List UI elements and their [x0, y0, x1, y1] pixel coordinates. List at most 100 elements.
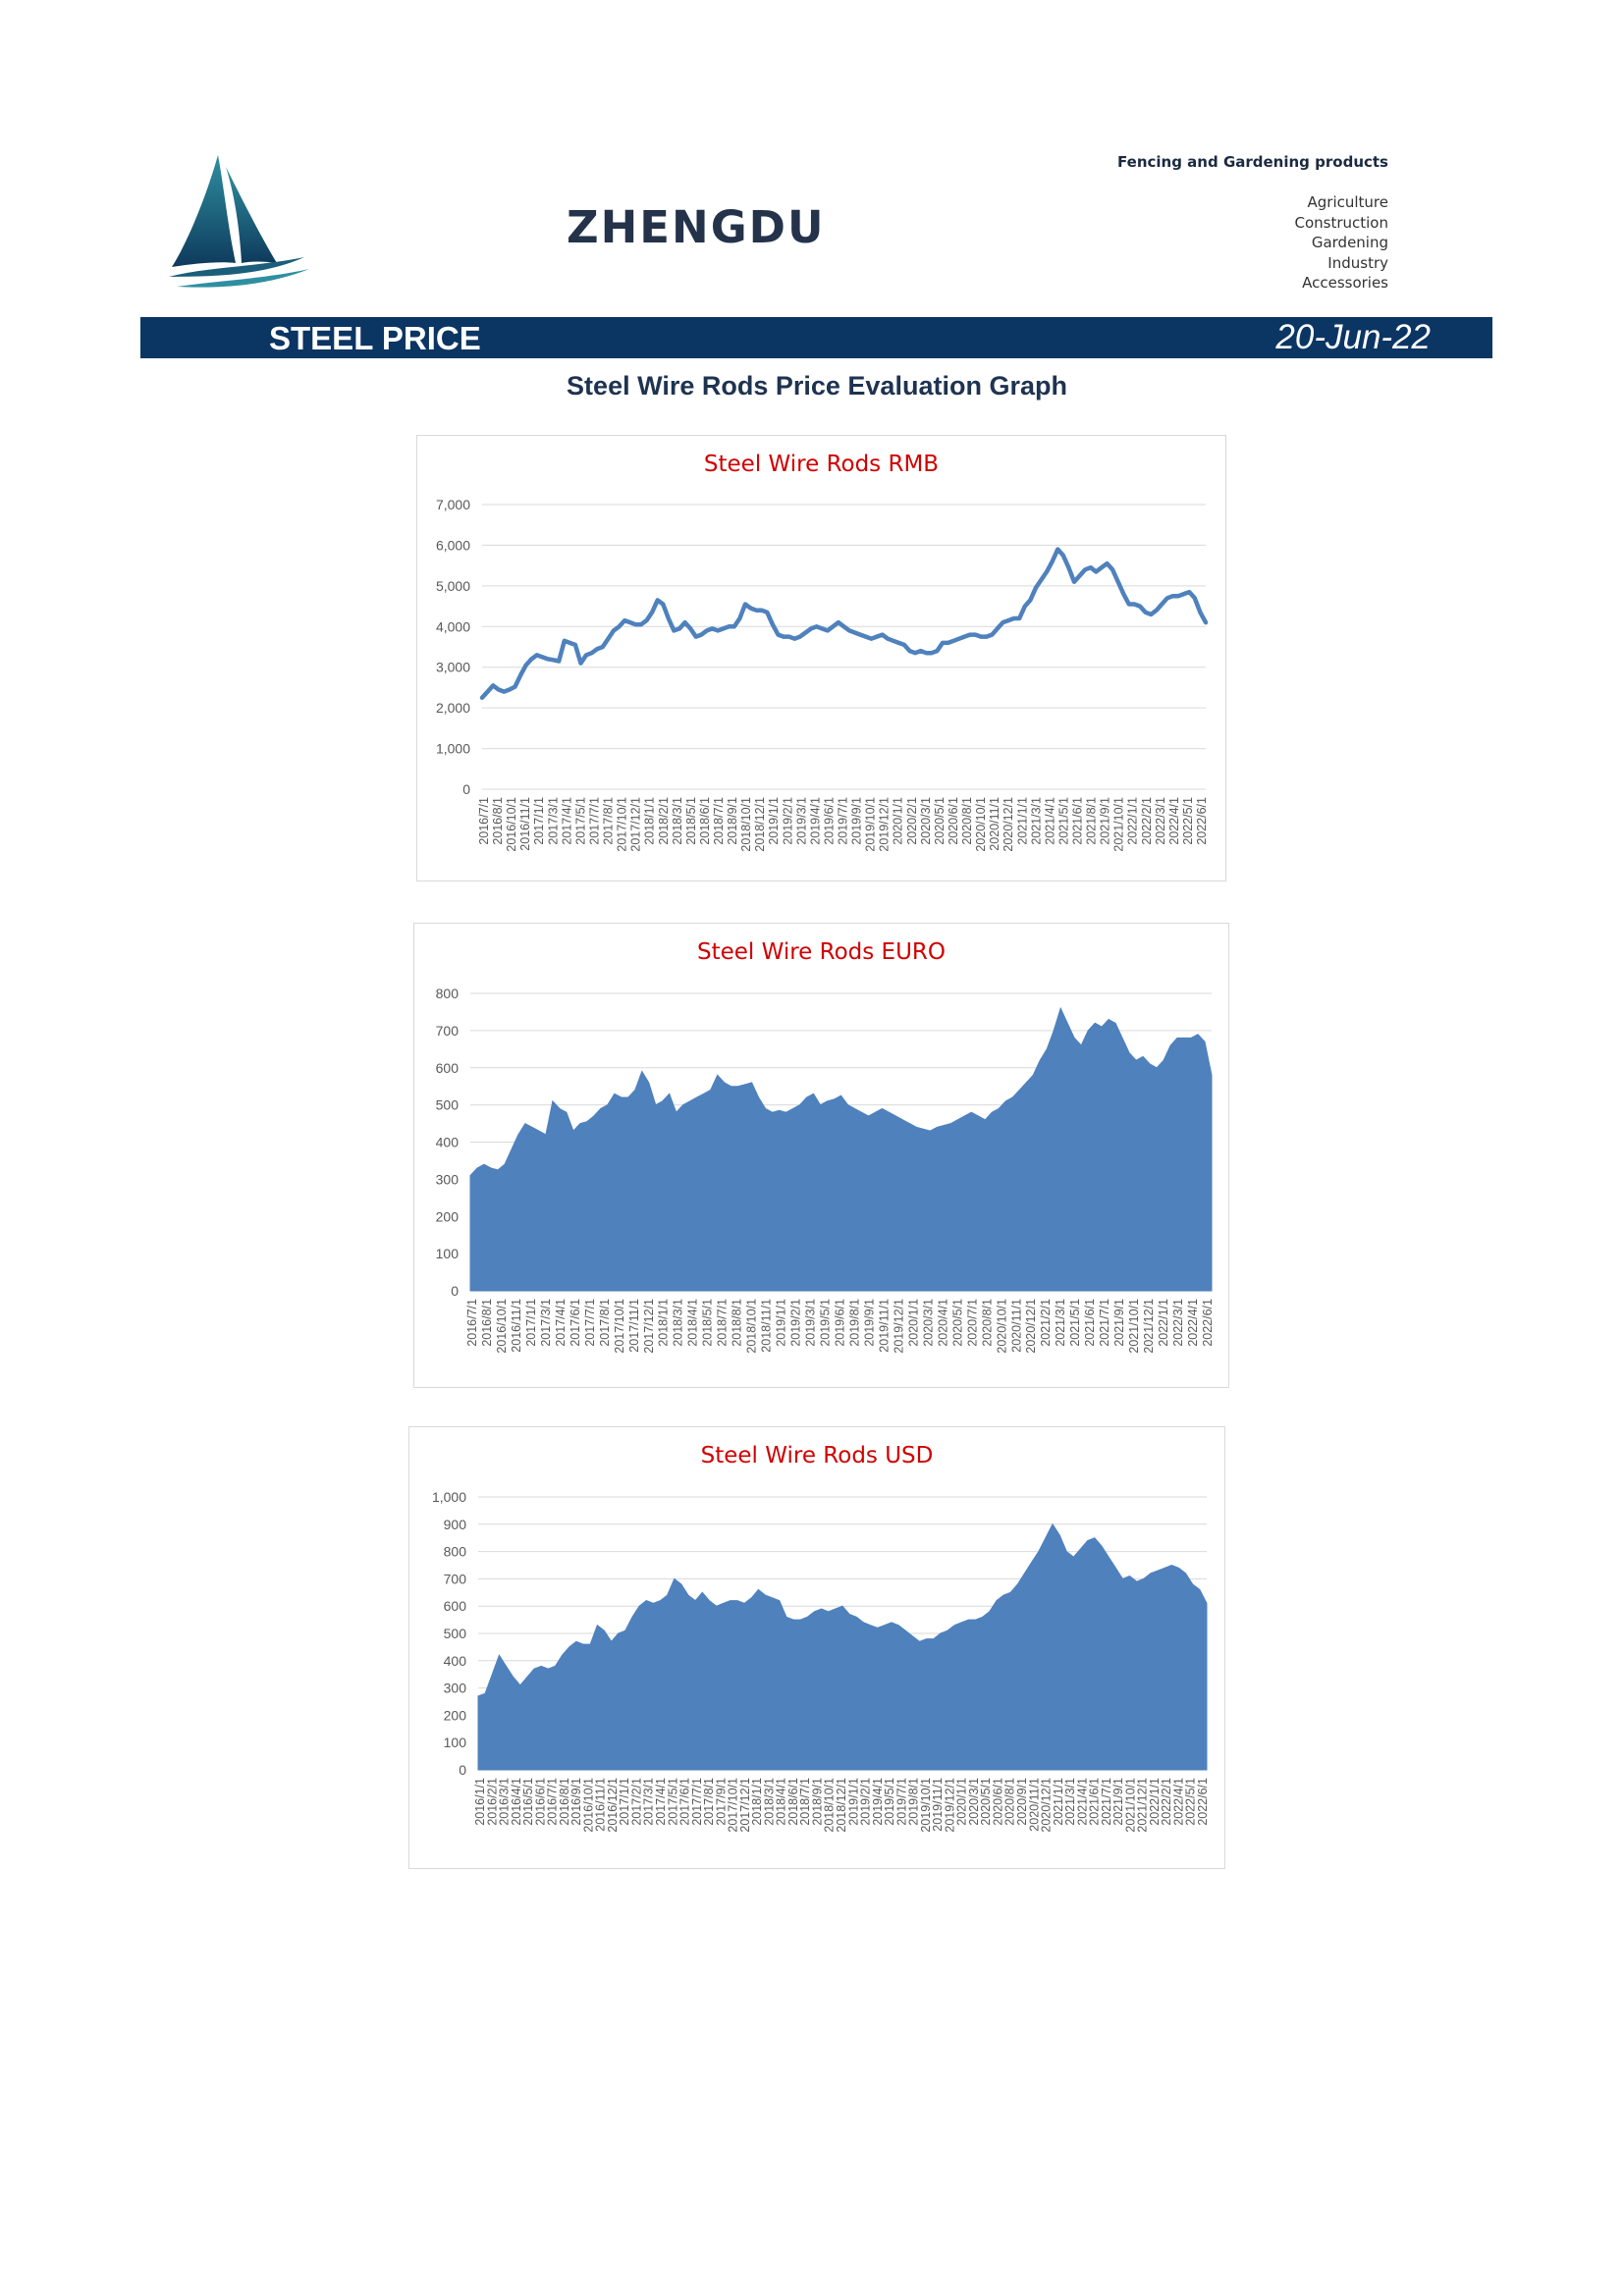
x-tick-label: 2020/10/1	[995, 1299, 1008, 1354]
x-tick-label: 2019/2/1	[859, 1778, 873, 1826]
category-item: Gardening	[1311, 234, 1388, 251]
x-tick-label: 2018/8/1	[731, 1299, 744, 1347]
x-tick-label: 2020/1/1	[906, 1299, 920, 1347]
category-item: Construction	[1294, 213, 1388, 232]
x-tick-label: 2019/5/1	[819, 1299, 833, 1347]
x-tick-label: 2021/5/1	[1056, 797, 1070, 845]
steel-price-banner: STEEL PRICE 20-Jun-22	[140, 317, 1492, 358]
x-tick-label: 2016/12/1	[606, 1778, 620, 1833]
x-tick-label: 2017/11/1	[627, 1299, 641, 1353]
y-tick-label: 600	[436, 1060, 460, 1076]
x-tick-label: 2021/9/1	[1112, 1299, 1126, 1347]
x-tick-label: 2018/1/1	[657, 1299, 671, 1347]
x-tick-label: 2021/3/1	[1063, 1778, 1077, 1826]
x-tick-label: 2021/1/1	[1015, 797, 1029, 845]
x-tick-label: 2017/6/1	[678, 1778, 692, 1826]
x-tick-label: 2016/10/1	[505, 797, 518, 852]
x-tick-label: 2021/5/1	[1068, 1299, 1082, 1347]
x-tick-label: 2019/3/1	[804, 1299, 818, 1347]
x-tick-label: 2019/10/1	[919, 1778, 933, 1833]
x-tick-label: 2016/10/1	[581, 1778, 595, 1833]
x-tick-label: 2017/7/1	[690, 1778, 704, 1826]
x-tick-label: 2016/11/1	[594, 1778, 608, 1832]
x-tick-label: 2022/1/1	[1148, 1778, 1162, 1826]
x-tick-label: 2020/3/1	[919, 797, 933, 845]
x-tick-label: 2019/6/1	[822, 797, 836, 845]
x-tick-label: 2021/3/1	[1029, 797, 1043, 845]
x-tick-label: 2018/9/1	[810, 1778, 824, 1826]
x-tick-label: 2019/8/1	[847, 1299, 861, 1347]
category-item: Industry	[1327, 253, 1388, 272]
x-tick-label: 2018/10/1	[823, 1778, 837, 1833]
x-tick-label: 2018/1/1	[643, 797, 657, 845]
x-tick-label: 2017/12/1	[629, 797, 643, 852]
x-tick-label: 2019/1/1	[846, 1778, 860, 1826]
x-tick-label: 2018/6/1	[698, 797, 712, 845]
x-tick-label: 2022/5/1	[1181, 797, 1195, 845]
x-tick-label: 2016/3/1	[498, 1778, 512, 1826]
x-tick-label: 2022/4/1	[1186, 1299, 1200, 1347]
chart-euro: Steel Wire Rods EURO 0 100 200 300 400 500 600…	[413, 923, 1229, 1388]
x-tick-label: 2022/5/1	[1184, 1778, 1198, 1826]
x-tick-label: 2017/4/1	[654, 1778, 668, 1826]
x-tick-label: 2017/5/1	[666, 1778, 679, 1826]
x-tick-label: 2021/9/1	[1099, 797, 1112, 845]
y-tick-label: 1,000	[432, 1489, 466, 1505]
x-tick-label: 2020/6/1	[991, 1778, 1004, 1826]
x-tick-label: 2017/10/1	[616, 797, 629, 852]
chart-title: Steel Wire Rods EURO	[696, 939, 947, 965]
y-tick-label: 400	[436, 1135, 460, 1150]
series-line	[479, 547, 1209, 701]
x-tick-label: 2022/2/1	[1140, 797, 1154, 845]
y-tick-label: 700	[436, 1023, 460, 1039]
x-tick-label: 2019/1/1	[767, 797, 781, 845]
x-tick-label: 2019/7/1	[894, 1778, 908, 1826]
x-tick-label: 2021/10/1	[1127, 1299, 1141, 1354]
x-tick-label: 2017/2/1	[629, 1778, 643, 1826]
x-tick-label: 2019/2/1	[789, 1299, 803, 1347]
x-tick-label: 2016/7/1	[465, 1299, 479, 1347]
x-tick-label: 2019/6/1	[834, 1299, 847, 1347]
x-tick-label: 2017/8/1	[598, 1299, 612, 1347]
x-tick-label: 2017/6/1	[568, 1299, 582, 1347]
x-tick-label: 2020/4/1	[936, 1299, 949, 1347]
x-tick-label: 2021/6/1	[1070, 797, 1084, 845]
x-tick-label: 2022/1/1	[1126, 797, 1140, 845]
x-tick-label: 2017/8/1	[702, 1778, 716, 1826]
x-tick-label: 2022/3/1	[1154, 797, 1167, 845]
x-tick-label: 2016/11/1	[518, 797, 532, 851]
x-tick-label: 2022/6/1	[1201, 1299, 1215, 1347]
x-tick-label: 2018/6/1	[786, 1778, 800, 1826]
x-tick-label: 2019/7/1	[837, 797, 850, 845]
x-tick-label: 2017/10/1	[613, 1299, 626, 1354]
y-tick-label: 800	[444, 1544, 467, 1560]
x-tick-label: 2020/3/1	[921, 1299, 935, 1347]
x-tick-label: 2019/12/1	[878, 797, 892, 852]
chart-euro-plot: 0 100 200 300 400 500 600 700 800 2016/7/1 2016/8/…	[436, 986, 1215, 1354]
category-list: Agriculture Construction Gardening Indus…	[1294, 192, 1388, 294]
brand-name: ZHENGDU	[567, 201, 826, 253]
x-tick-label: 2017/12/1	[642, 1299, 656, 1354]
y-tick-label: 0	[462, 781, 470, 797]
x-tick-label: 2018/2/1	[657, 797, 671, 845]
x-tick-label: 2020/6/1	[947, 797, 960, 845]
x-tick-label: 2017/8/1	[602, 797, 616, 845]
x-tick-label: 2019/4/1	[871, 1778, 885, 1826]
y-tick-label: 3,000	[436, 660, 470, 675]
x-tick-label: 2016/6/1	[533, 1778, 547, 1826]
x-tick-label: 2019/1/1	[775, 1299, 788, 1347]
x-tick-label: 2017/1/1	[532, 797, 546, 845]
x-tick-label: 2020/5/1	[933, 797, 947, 845]
x-tick-label: 2020/5/1	[979, 1778, 993, 1826]
y-tick-label: 500	[444, 1626, 467, 1641]
x-tick-label: 2021/8/1	[1085, 797, 1099, 845]
x-tick-label: 2016/4/1	[510, 1778, 523, 1826]
x-tick-label: 2018/10/1	[739, 797, 753, 852]
x-tick-label: 2019/10/1	[864, 797, 878, 852]
x-tick-label: 2017/3/1	[642, 1778, 656, 1826]
page-title: Steel Wire Rods Price Evaluation Graph	[567, 371, 1067, 400]
x-tick-label: 2017/3/1	[546, 797, 560, 845]
y-tick-label: 7,000	[436, 497, 470, 512]
chart-rmb-plot: 0 1,000 2,000 3,000 4,000 5,000 6,000 7,000 2016…	[436, 497, 1209, 852]
x-tick-label: 2021/7/1	[1100, 1778, 1113, 1826]
